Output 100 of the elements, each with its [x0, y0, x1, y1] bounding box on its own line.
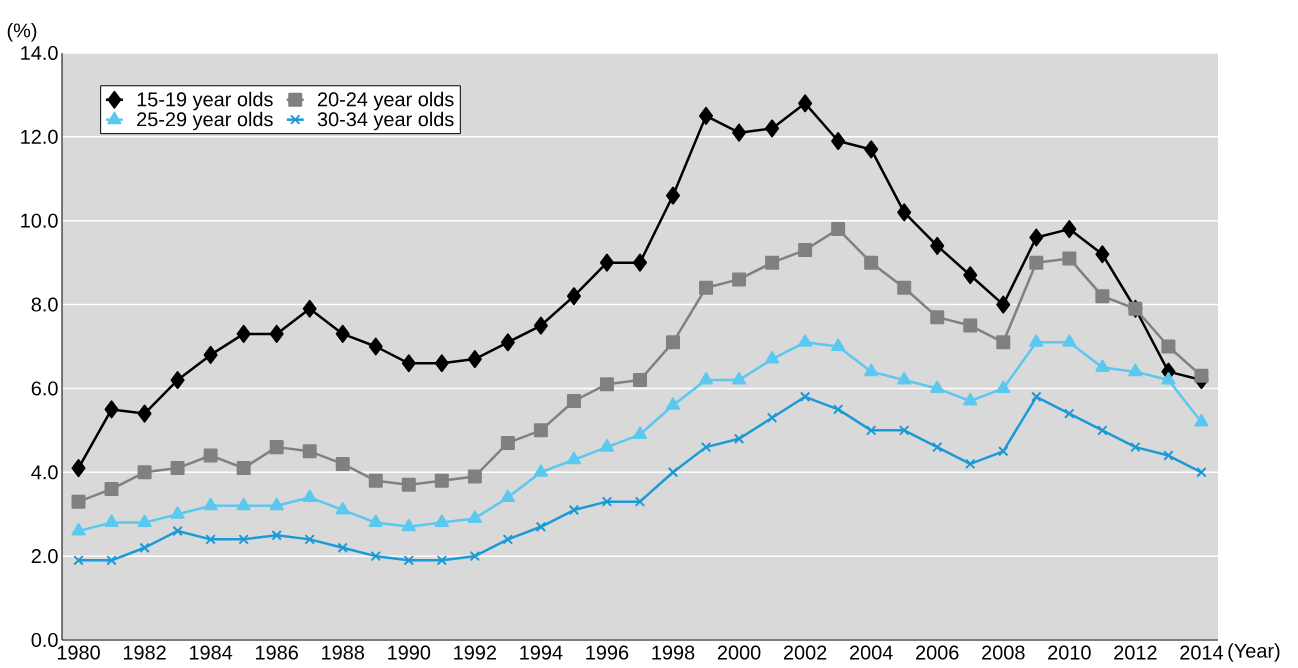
point	[566, 451, 581, 465]
point	[666, 186, 681, 205]
point	[403, 555, 415, 566]
point	[302, 489, 317, 502]
point	[139, 542, 150, 553]
point	[335, 324, 350, 343]
x-tick-label: 2008	[982, 645, 1025, 660]
point	[238, 534, 249, 545]
y-tick-label: 6.0	[31, 381, 58, 396]
x-tick-label: 1984	[189, 645, 233, 660]
x-tick-label: 2012	[1114, 645, 1157, 660]
point	[467, 469, 482, 484]
point	[469, 550, 481, 562]
point	[1161, 372, 1176, 385]
point	[699, 106, 714, 125]
point	[71, 459, 86, 478]
point	[500, 333, 515, 352]
point	[963, 393, 978, 406]
point	[205, 534, 216, 545]
x-tick-label: 1982	[123, 645, 166, 660]
point	[137, 514, 152, 528]
x-tick-label: 2004	[850, 645, 893, 660]
legend-label: 25-29 year olds	[137, 111, 273, 131]
point	[401, 518, 416, 532]
point	[170, 371, 185, 390]
point	[106, 555, 117, 566]
point	[568, 504, 580, 516]
point	[1163, 450, 1174, 461]
point	[766, 412, 778, 424]
y-tick-label: 10.0	[21, 213, 58, 228]
point	[1097, 425, 1108, 436]
point	[732, 272, 747, 287]
point	[1062, 220, 1077, 239]
point	[535, 521, 547, 533]
point	[236, 324, 251, 343]
point	[203, 497, 218, 511]
point	[368, 337, 383, 356]
point	[930, 236, 945, 255]
point	[732, 372, 747, 385]
point	[467, 350, 482, 369]
point	[765, 255, 780, 270]
point	[831, 222, 846, 237]
point	[864, 363, 879, 377]
point	[831, 338, 846, 351]
y-tick-label: 0.0	[31, 632, 58, 648]
point	[271, 529, 282, 541]
point	[732, 123, 747, 142]
point	[1062, 334, 1077, 347]
point	[765, 119, 780, 138]
point	[71, 522, 86, 536]
x-axis-title: (Year)	[1228, 643, 1280, 662]
point	[236, 497, 251, 511]
point	[996, 335, 1011, 350]
point	[337, 542, 348, 553]
x-tick-label: 2006	[916, 645, 959, 660]
point	[897, 203, 912, 222]
point	[831, 132, 846, 151]
point	[998, 446, 1009, 457]
point	[1029, 228, 1044, 247]
x-tick-label: 1996	[586, 645, 629, 660]
point	[203, 448, 218, 463]
point	[1031, 391, 1042, 403]
point	[699, 280, 714, 295]
point	[963, 318, 978, 333]
legend-label: 20-24 year olds	[317, 91, 454, 111]
point	[996, 295, 1011, 314]
point	[931, 441, 943, 453]
point	[1029, 255, 1044, 270]
x-tick-label: 1980	[57, 645, 100, 660]
point	[436, 555, 448, 566]
x-tick-label: 1998	[652, 645, 695, 660]
point	[1194, 413, 1209, 427]
point	[71, 494, 86, 509]
point	[269, 497, 284, 511]
point	[104, 482, 119, 497]
point	[897, 280, 912, 295]
point	[500, 435, 515, 450]
point	[434, 473, 449, 488]
point	[368, 514, 383, 528]
point	[632, 253, 647, 272]
point	[236, 461, 251, 476]
point	[864, 255, 879, 270]
point	[335, 502, 350, 515]
point	[104, 400, 119, 419]
point	[1196, 467, 1207, 478]
point	[864, 140, 879, 159]
point	[304, 534, 315, 545]
y-tick-label: 14.0	[21, 45, 58, 61]
point	[502, 534, 514, 545]
x-tick-label: 1988	[322, 645, 365, 660]
point	[137, 465, 152, 480]
point	[500, 489, 515, 502]
point	[765, 351, 780, 364]
point	[865, 425, 877, 436]
x-tick-label: 1994	[520, 645, 563, 660]
point	[1194, 368, 1209, 383]
point	[599, 439, 615, 452]
point	[335, 456, 350, 471]
point	[1064, 408, 1075, 419]
point	[172, 525, 183, 537]
